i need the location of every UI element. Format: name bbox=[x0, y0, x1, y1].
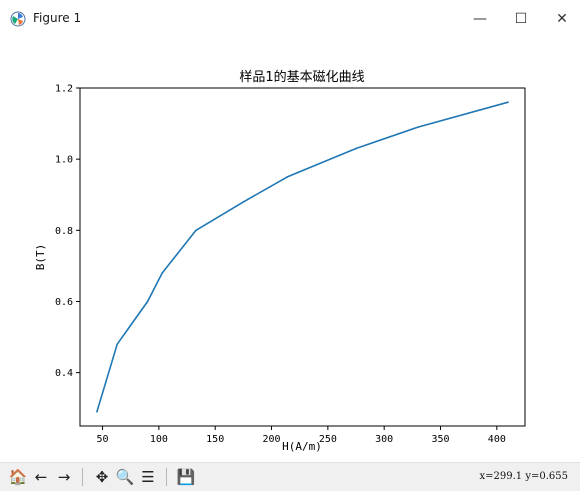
x-tick-label: 350 bbox=[431, 434, 449, 445]
toolbar-separator bbox=[82, 468, 83, 486]
data-point bbox=[195, 229, 197, 232]
x-tick-label: 50 bbox=[97, 434, 109, 445]
x-tick-label: 200 bbox=[262, 434, 280, 445]
x-axis-label: H(A/m) bbox=[282, 440, 322, 453]
x-tick-label: 300 bbox=[375, 434, 393, 445]
data-point bbox=[417, 126, 419, 128]
x-tick-label: 250 bbox=[319, 434, 337, 445]
x-tick-label: 150 bbox=[206, 434, 224, 445]
data-point bbox=[355, 147, 357, 150]
y-tick-label: 0.6 bbox=[55, 297, 73, 308]
cursor-coordinates: x=299.1 y=0.655 bbox=[479, 471, 568, 482]
axes-frame bbox=[79, 87, 526, 427]
back-arrow-icon[interactable]: ← bbox=[34, 468, 48, 486]
line-chart: 样品1的基本磁化曲线 50 100 150 200 250 300 350 400 0.40.… bbox=[34, 69, 526, 453]
window-titlebar: Figure 1 — ☐ ✕ bbox=[0, 0, 580, 38]
figure-canvas[interactable]: 样品1的基本磁化曲线 50 100 150 200 250 300 350 400 0.4 0.… bbox=[0, 38, 580, 462]
y-tick-label: 1.0 bbox=[55, 155, 73, 166]
data-point bbox=[146, 300, 149, 303]
window-title: Figure 1 bbox=[33, 11, 82, 25]
pan-icon[interactable]: ✥ bbox=[95, 468, 109, 486]
y-axis: 0.4 0.6 0.8 1.0 1.2 bbox=[55, 84, 80, 379]
forward-arrow-icon[interactable]: → bbox=[57, 468, 71, 486]
x-axis: 50 100 150 200 250 300 350 400 bbox=[97, 426, 506, 445]
matplotlib-icon bbox=[10, 11, 26, 27]
y-axis-label: B(T) bbox=[34, 244, 47, 271]
navigation-toolbar: 🏠 ← → ✥ 🔍 ☰ 💾 x=299.1 y=0.655 bbox=[0, 462, 580, 491]
x-tick-label: 100 bbox=[150, 434, 168, 445]
save-icon[interactable]: 💾 bbox=[176, 468, 196, 486]
x-tick-label: 400 bbox=[488, 434, 506, 445]
y-tick-label: 0.4 bbox=[55, 368, 73, 379]
close-button[interactable]: ✕ bbox=[556, 11, 568, 27]
zoom-icon[interactable]: 🔍 bbox=[115, 468, 135, 486]
maximize-button[interactable]: ☐ bbox=[514, 11, 528, 27]
data-point bbox=[507, 101, 509, 104]
data-point bbox=[96, 410, 98, 413]
home-icon[interactable]: 🏠 bbox=[8, 468, 28, 486]
series-line bbox=[96, 101, 509, 413]
data-point bbox=[242, 201, 245, 203]
y-tick-label: 0.8 bbox=[55, 226, 73, 237]
toolbar-separator bbox=[166, 468, 167, 486]
data-point bbox=[116, 343, 118, 345]
data-point bbox=[286, 176, 289, 178]
data-point bbox=[161, 272, 164, 274]
chart-title: 样品1的基本磁化曲线 bbox=[239, 69, 364, 85]
minimize-button[interactable]: — bbox=[473, 11, 487, 27]
configure-subplots-icon[interactable]: ☰ bbox=[141, 468, 155, 486]
data-series bbox=[96, 101, 509, 413]
y-tick-label: 1.2 bbox=[55, 84, 73, 95]
